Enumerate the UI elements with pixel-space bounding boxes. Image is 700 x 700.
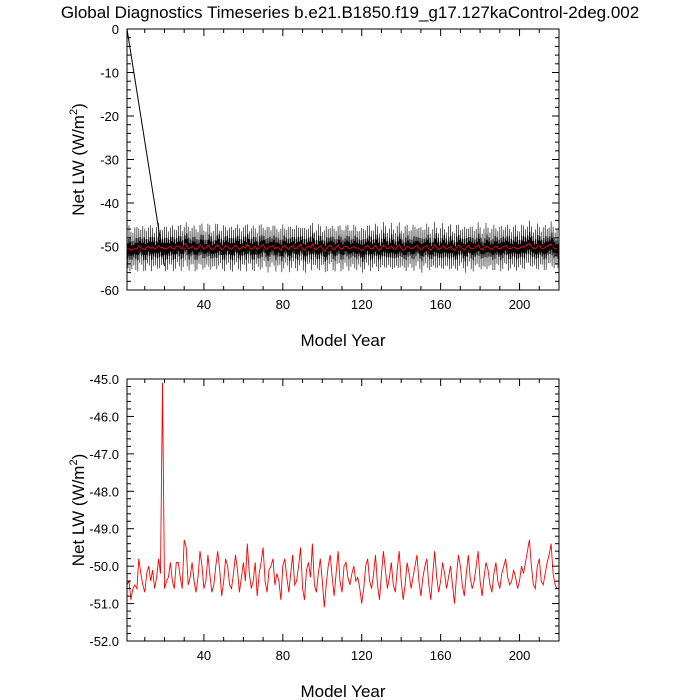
bottom-panel: 40 80 120 160 200 -45.0 -46.0 -47.0 -48.0 -49.0 -5…	[68, 372, 560, 700]
top-plot-area	[127, 29, 559, 273]
bottom-plot-area	[127, 382, 558, 608]
top-x-tick-label: 120	[351, 297, 373, 312]
top-y-tick-label: -60	[100, 283, 119, 298]
bottom-y-tick-label: -50.0	[89, 559, 119, 574]
bottom-y-tick-label: -52.0	[89, 634, 119, 649]
top-x-tick-label: 40	[197, 297, 211, 312]
bottom-y-tick-label: -46.0	[89, 409, 119, 424]
bottom-y-axis-title: Net LW (W/m2)	[68, 454, 88, 567]
top-y-axis-title-superscript: 2	[68, 109, 80, 115]
top-y-tick-label: -50	[100, 240, 119, 255]
top-y-axis-title-close: )	[69, 103, 88, 109]
top-y-axis-title: Net LW (W/m2)	[68, 103, 88, 216]
top-x-axis-title: Model Year	[300, 331, 385, 350]
top-y-tick-label: 0	[112, 22, 119, 37]
bottom-x-tick-label: 120	[351, 648, 373, 663]
bottom-x-tick-label: 80	[276, 648, 290, 663]
top-panel: 40 80 120 160 200 0 -10 -20 -30 -40 -50 -60 Model Y…	[68, 22, 560, 350]
top-x-tick-label: 80	[276, 297, 290, 312]
bottom-x-axis-title: Model Year	[300, 682, 385, 700]
bottom-y-axis-title-close: )	[69, 454, 88, 460]
chart-title: Global Diagnostics Timeseries b.e21.B185…	[61, 3, 639, 22]
top-y-tick-label: -10	[100, 66, 119, 81]
bottom-x-tick-label: 160	[430, 648, 452, 663]
top-x-tick-label: 200	[509, 297, 531, 312]
bottom-y-tick-label: -45.0	[89, 372, 119, 387]
bottom-plot-frame	[126, 378, 560, 642]
top-y-tick-label: -30	[100, 153, 119, 168]
bottom-axes-ticks: 40 80 120 160 200 -45.0 -46.0 -47.0 -48.0 -49.0 -5…	[89, 372, 560, 663]
bottom-x-tick-label: 200	[509, 648, 531, 663]
bottom-y-axis-title-superscript: 2	[68, 459, 80, 465]
bottom-y-tick-label: -47.0	[89, 447, 119, 462]
top-x-tick-label: 160	[430, 297, 452, 312]
bottom-y-tick-label: -51.0	[89, 597, 119, 612]
top-monthly-series-line	[127, 220, 559, 273]
top-axes-ticks: 40 80 120 160 200 0 -10 -20 -30 -40 -50 -60	[100, 22, 560, 312]
top-y-tick-label: -40	[100, 196, 119, 211]
bottom-annual-series-line	[127, 382, 558, 608]
bottom-x-tick-label: 40	[197, 648, 211, 663]
top-y-tick-label: -20	[100, 109, 119, 124]
bottom-y-tick-label: -49.0	[89, 522, 119, 537]
top-spinup-line	[127, 29, 165, 267]
bottom-y-axis-title-main: Net LW (W/m	[69, 466, 88, 567]
top-annual-series-line	[127, 242, 558, 253]
bottom-y-tick-label: -48.0	[89, 484, 119, 499]
top-y-axis-title-main: Net LW (W/m	[69, 115, 88, 216]
